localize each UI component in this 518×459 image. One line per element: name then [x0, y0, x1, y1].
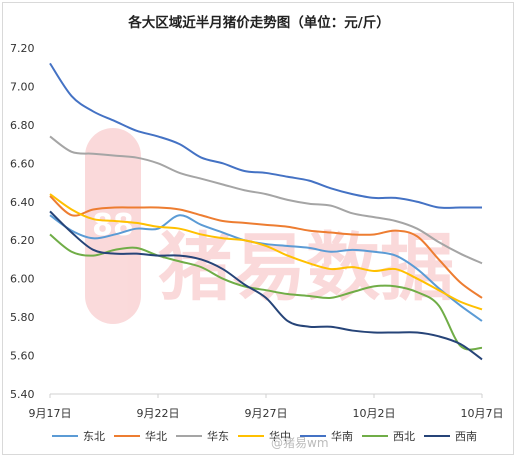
- series-line-华北: [49, 195, 483, 299]
- x-tick-label: 9月27日: [245, 407, 288, 420]
- series-layer: [49, 62, 483, 361]
- y-tick-label: 6.60: [10, 157, 35, 170]
- series-line-华东: [49, 135, 483, 265]
- legend-label: 华北: [145, 429, 167, 443]
- y-tick-label: 7.00: [10, 80, 35, 93]
- y-tick-label: 6.40: [10, 196, 35, 209]
- y-tick-label: 6.80: [10, 119, 35, 132]
- y-tick-label: 7.20: [10, 42, 35, 55]
- legend-label: 东北: [83, 430, 105, 443]
- x-tick-label: 9月22日: [137, 407, 180, 420]
- chart-title: 各大区域近半月猪价走势图（单位：元/斤）: [127, 14, 389, 31]
- series-line-华南: [49, 62, 482, 209]
- legend-label: 华东: [207, 429, 229, 443]
- legend-label: 西北: [393, 430, 415, 443]
- y-axis: 5.40 5.60 5.80 6.00 6.20 6.40 6.60 6.80 7.00 7.20: [10, 42, 35, 401]
- legend: 东北 华北 华东 华中 华南 西北 西南: [52, 429, 477, 443]
- chart-svg: 88 猪易数据 各大区域近半月猪价走势图（单位：元/斤） 5.405.605.8…: [10, 14, 504, 450]
- y-tick-label: 6.20: [10, 234, 35, 247]
- watermark-badge: [85, 128, 141, 324]
- legend-label: 西南: [455, 430, 477, 443]
- y-tick-label: 6.00: [10, 273, 35, 286]
- x-tick-label: 10月2日: [353, 407, 396, 420]
- series-line-华中: [49, 193, 483, 311]
- y-tick-label: 5.80: [10, 311, 35, 324]
- chart-frame: 88 猪易数据 各大区域近半月猪价走势图（单位：元/斤） 5.40 5.60 5.8…: [2, 2, 514, 455]
- y-tick-label: 5.40: [10, 388, 35, 401]
- series-line-东北: [49, 214, 483, 322]
- series-line-西北: [49, 233, 483, 351]
- legend-label: 华南: [331, 429, 353, 443]
- x-axis: 9月17日 9月22日 9月27日 10月2日 10月7日: [29, 394, 504, 420]
- legend-label: 华中: [269, 429, 291, 443]
- x-tick-label: 9月17日: [29, 407, 72, 420]
- series-line-西南: [49, 210, 483, 361]
- weibo-watermark: @猪易wm: [271, 436, 329, 450]
- x-tick-label: 10月7日: [461, 407, 504, 420]
- y-tick-label: 5.60: [10, 350, 35, 363]
